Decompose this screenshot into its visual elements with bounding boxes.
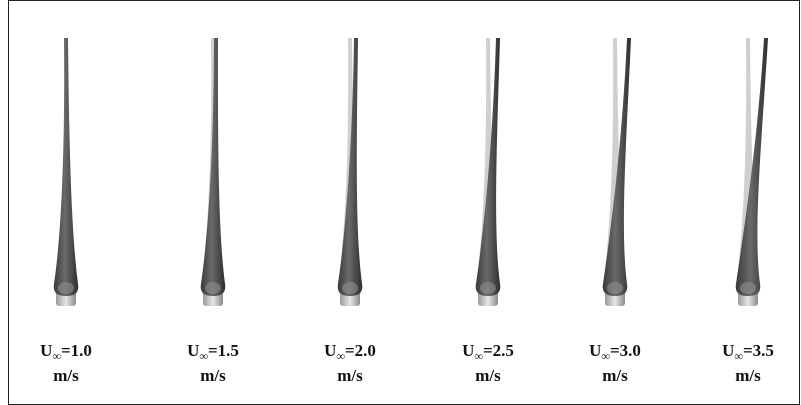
unit-label: m/s: [337, 366, 363, 385]
root-highlight: [740, 282, 756, 294]
root-highlight: [58, 282, 74, 294]
speed-value: =3.5: [743, 341, 774, 360]
unit-label: m/s: [602, 366, 628, 385]
blade-panel: U∞=3.5 m/s: [722, 38, 774, 385]
speed-value: =2.5: [483, 341, 514, 360]
blade-panel: U∞=1.0 m/s: [40, 38, 92, 385]
blade-panel: U∞=2.0 m/s: [324, 38, 376, 385]
root-highlight: [480, 282, 496, 294]
root-highlight: [342, 282, 358, 294]
speed-label: U∞=2.0: [324, 341, 376, 363]
blade-panel: U∞=1.5 m/s: [187, 38, 239, 385]
figure: U∞=1.0m/sU∞=1.5m/sU∞=2.0m/sU∞=2.5m/sU∞=3…: [0, 0, 801, 405]
speed-label: U∞=1.0: [40, 341, 92, 363]
speed-label: U∞=3.5: [722, 341, 774, 363]
speed-symbol: U: [722, 341, 734, 360]
speed-symbol: U: [589, 341, 601, 360]
unit-label: m/s: [200, 366, 226, 385]
speed-symbol: U: [462, 341, 474, 360]
speed-symbol: U: [40, 341, 52, 360]
speed-symbol: U: [324, 341, 336, 360]
speed-label: U∞=1.5: [187, 341, 239, 363]
deformed-blade: [54, 38, 79, 296]
speed-symbol: U: [187, 341, 199, 360]
speed-value: =2.0: [345, 341, 376, 360]
speed-value: =3.0: [610, 341, 641, 360]
root-highlight: [205, 282, 221, 294]
blade-panel: U∞=2.5 m/s: [462, 38, 514, 385]
speed-value: =1.0: [61, 341, 92, 360]
root-highlight: [607, 282, 623, 294]
unit-label: m/s: [735, 366, 761, 385]
speed-label: U∞=2.5: [462, 341, 514, 363]
blade-panel: U∞=3.0 m/s: [589, 38, 641, 385]
frame: [9, 1, 800, 405]
unit-label: m/s: [475, 366, 501, 385]
speed-label: U∞=3.0: [589, 341, 641, 363]
unit-label: m/s: [53, 366, 79, 385]
speed-value: =1.5: [208, 341, 239, 360]
